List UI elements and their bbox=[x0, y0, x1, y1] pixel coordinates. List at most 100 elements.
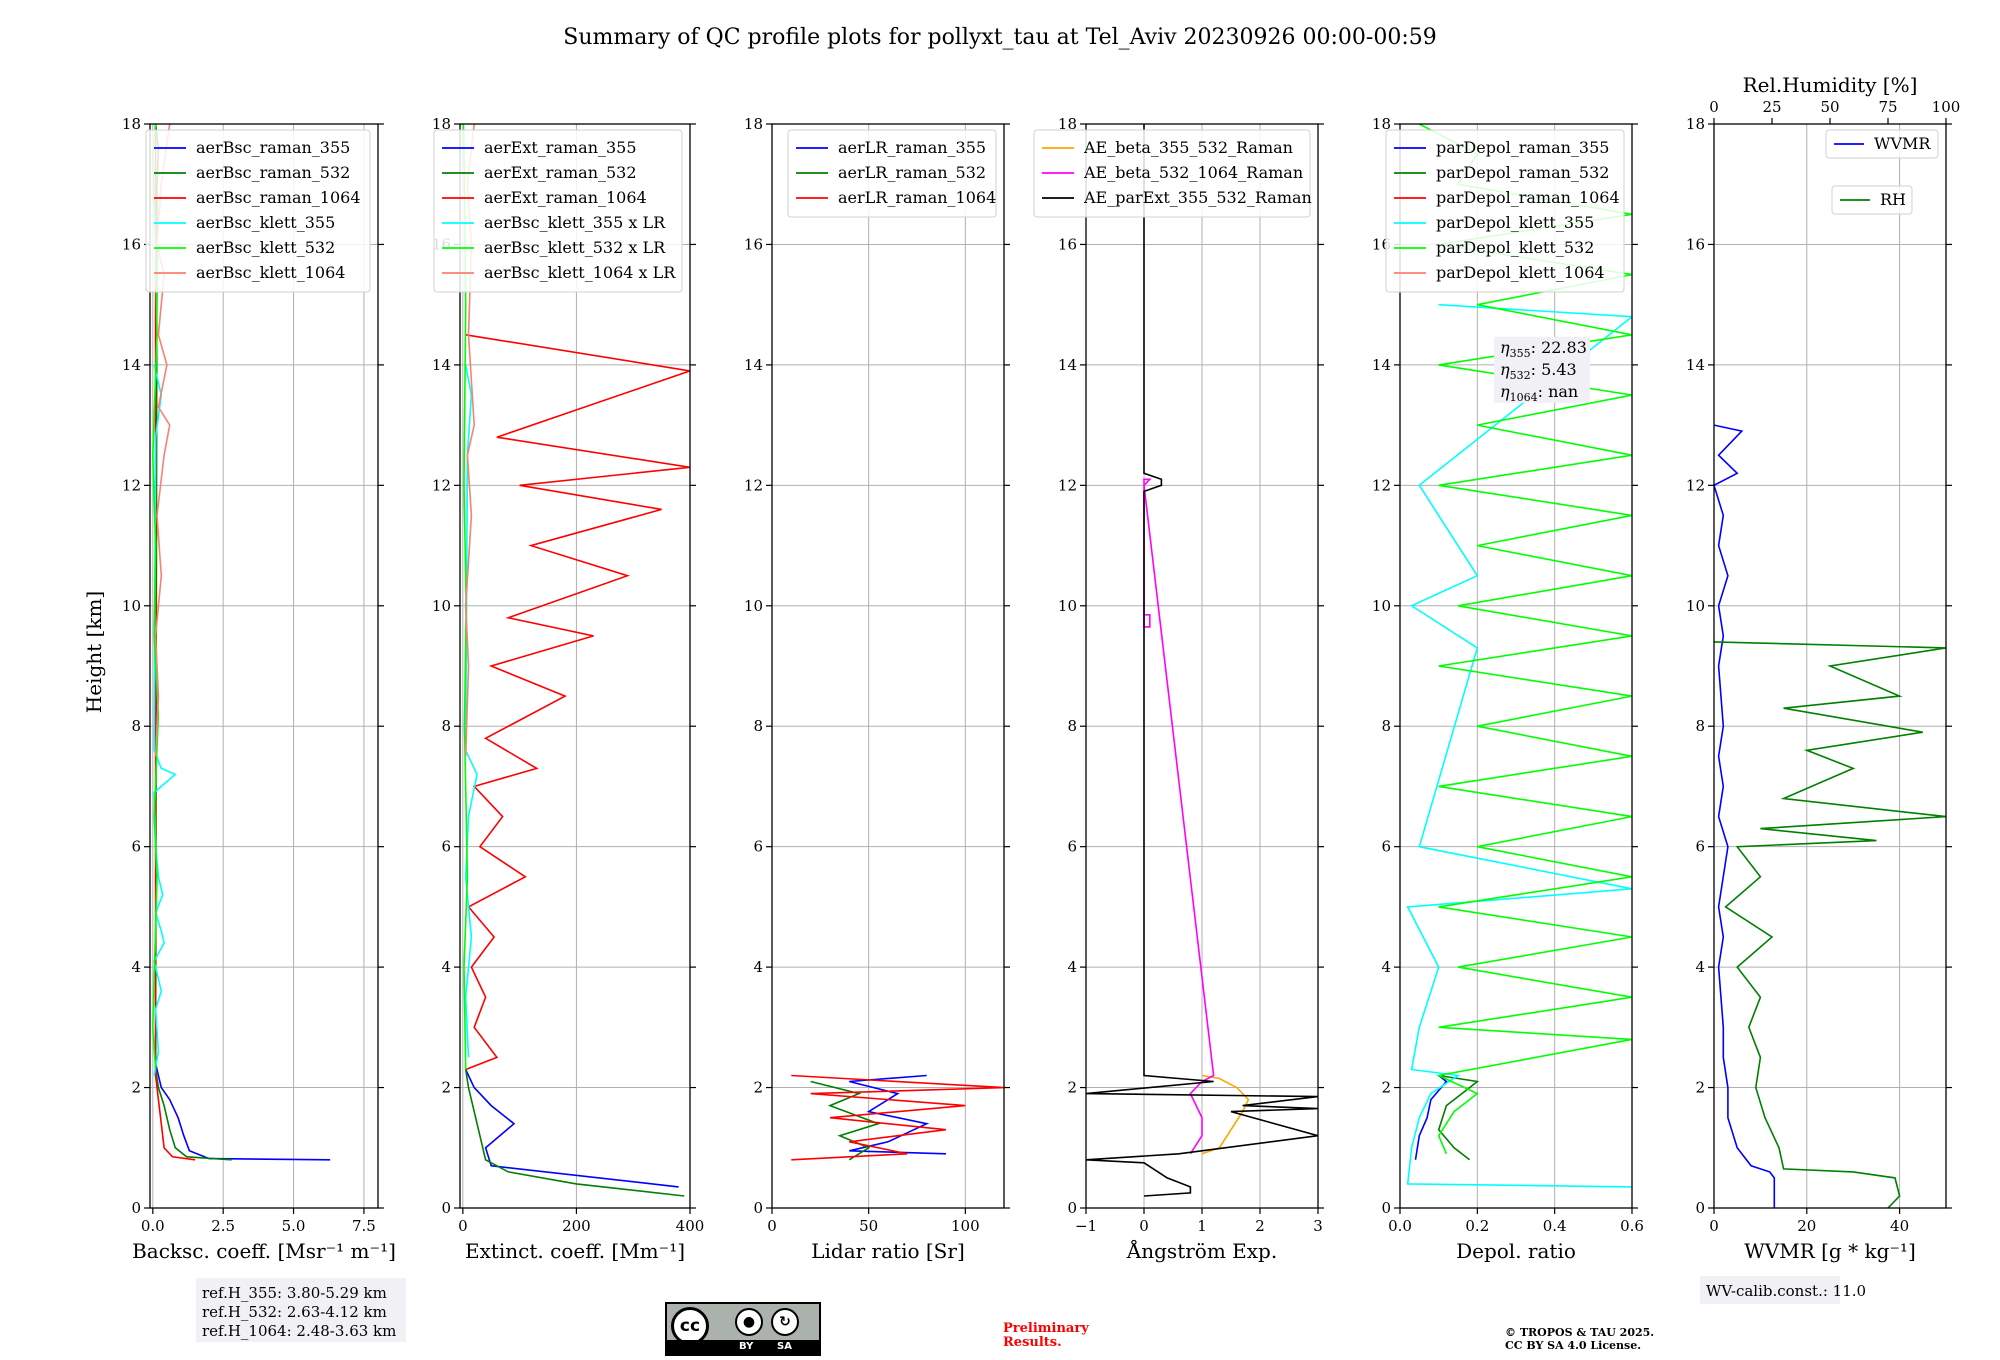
y-tick-label: 12 bbox=[432, 476, 451, 494]
legend-label: aerBsc_klett_532 bbox=[196, 238, 335, 257]
legend-label: AE_beta_532_1064_Raman bbox=[1083, 163, 1303, 182]
y-tick-label: 8 bbox=[1067, 717, 1077, 735]
y-tick-label: 6 bbox=[1067, 838, 1077, 856]
legend-label: parDepol_klett_532 bbox=[1436, 238, 1594, 257]
y-tick-label: 8 bbox=[1695, 717, 1705, 735]
y-tick-label: 18 bbox=[1686, 115, 1705, 133]
figure-title: Summary of QC profile plots for pollyxt_… bbox=[563, 25, 1436, 50]
legend-label: aerBsc_raman_355 bbox=[196, 138, 350, 157]
legend-label: parDepol_raman_532 bbox=[1436, 163, 1609, 182]
series-aerExt_raman_532 bbox=[464, 1069, 685, 1197]
x-axis-label: Extinct. coeff. [Mm⁻¹] bbox=[465, 1239, 685, 1263]
series-parDepol_klett_355 bbox=[1406, 303, 1632, 1188]
series-group bbox=[1714, 424, 1946, 1208]
legend-label: AE_parExt_355_532_Raman bbox=[1083, 188, 1312, 207]
y-tick-label: 12 bbox=[1686, 476, 1705, 494]
y-tick-label: 4 bbox=[1381, 958, 1391, 976]
y-tick-label: 2 bbox=[441, 1079, 451, 1097]
legend-label: aerLR_raman_532 bbox=[838, 163, 986, 182]
sa-icon: ↻ bbox=[771, 1308, 799, 1336]
cc-license-badge[interactable]: cc ● ↻ BY SA bbox=[665, 1302, 821, 1356]
y-tick-label: 0 bbox=[441, 1199, 451, 1217]
series-aerExt_raman_1064 bbox=[465, 334, 690, 1071]
y-tick-label: 14 bbox=[122, 356, 141, 374]
eta-label: η1064: nan bbox=[1500, 382, 1578, 404]
legend-label: aerBsc_klett_1064 bbox=[196, 263, 345, 282]
legend-label: aerLR_raman_355 bbox=[838, 138, 986, 157]
y-tick-label: 18 bbox=[122, 115, 141, 133]
series-parDepol_raman_355 bbox=[1414, 1074, 1448, 1160]
y-tick-label: 14 bbox=[744, 356, 763, 374]
x-tick-label: 0.2 bbox=[1465, 1217, 1489, 1235]
eta-label: η532: 5.43 bbox=[1500, 360, 1577, 382]
legend-box bbox=[787, 129, 997, 218]
y-tick-label: 2 bbox=[1067, 1079, 1077, 1097]
x-tick-label: 100 bbox=[951, 1217, 980, 1235]
series-group bbox=[1406, 124, 1632, 1188]
series-aerLR_raman_355 bbox=[849, 1074, 947, 1155]
ref-height-1064: ref.H_1064: 2.48-3.63 km bbox=[202, 1322, 396, 1340]
x-axis-label: Depol. ratio bbox=[1456, 1239, 1576, 1263]
legend-box bbox=[1825, 129, 1939, 159]
x-tick-label: 40 bbox=[1890, 1217, 1909, 1235]
y-tick-label: 16 bbox=[122, 235, 141, 253]
sa-label: SA bbox=[777, 1341, 792, 1352]
x-tick-label: 1 bbox=[1197, 1217, 1207, 1235]
x-axis-label: Lidar ratio [Sr] bbox=[811, 1239, 965, 1263]
legend-label: WVMR bbox=[1874, 134, 1931, 153]
y-tick-label: 12 bbox=[1372, 476, 1391, 494]
legend-label: parDepol_klett_355 bbox=[1436, 213, 1594, 232]
y-tick-label: 16 bbox=[744, 235, 763, 253]
x-tick-label: 200 bbox=[562, 1217, 591, 1235]
x-tick-label: 0.0 bbox=[1388, 1217, 1412, 1235]
y-tick-label: 14 bbox=[1372, 356, 1391, 374]
y-axis-label: Height [km] bbox=[82, 591, 106, 713]
series-group bbox=[1086, 124, 1318, 1197]
x-tick-label: 0 bbox=[1709, 1217, 1719, 1235]
y-tick-label: 8 bbox=[1381, 717, 1391, 735]
ref-height-532: ref.H_532: 2.63-4.12 km bbox=[202, 1303, 387, 1321]
by-icon: ● bbox=[735, 1308, 763, 1336]
copyright-line-1: © TROPOS & TAU 2025. bbox=[1505, 1326, 1654, 1339]
license-bar bbox=[667, 1340, 819, 1354]
y-tick-label: 14 bbox=[432, 356, 451, 374]
y-tick-label: 0 bbox=[1067, 1199, 1077, 1217]
y-tick-label: 10 bbox=[744, 597, 763, 615]
y-tick-label: 10 bbox=[1372, 597, 1391, 615]
legend-label: aerExt_raman_1064 bbox=[484, 188, 647, 207]
axes-frame bbox=[149, 123, 379, 1209]
x2-tick-label: 50 bbox=[1820, 98, 1839, 116]
x-tick-label: 0 bbox=[767, 1217, 777, 1235]
ref-heights-box bbox=[196, 1278, 406, 1342]
y-tick-label: 4 bbox=[753, 958, 763, 976]
x-tick-label: −1 bbox=[1075, 1217, 1097, 1235]
wv-calib-label: WV-calib.const.: 11.0 bbox=[1706, 1282, 1866, 1300]
series-aerBsc_klett_355 x LR bbox=[464, 364, 478, 1058]
y-tick-label: 2 bbox=[1381, 1079, 1391, 1097]
y-tick-label: 12 bbox=[122, 476, 141, 494]
panel-bsc: 0 2 4 6 8 10 12 14 16 18 0.0 2.5 5.0 7.5 Backsc. coeff… bbox=[122, 115, 396, 1263]
x-tick-label: 0.0 bbox=[141, 1217, 165, 1235]
y-tick-label: 6 bbox=[1381, 838, 1391, 856]
legend-label: aerBsc_klett_1064 x LR bbox=[484, 263, 676, 282]
y-tick-label: 18 bbox=[1058, 115, 1077, 133]
legend-label: parDepol_raman_355 bbox=[1436, 138, 1609, 157]
axes-frame bbox=[771, 123, 1005, 1209]
y-tick-label: 12 bbox=[1058, 476, 1077, 494]
y-tick-label: 10 bbox=[432, 597, 451, 615]
legend-box bbox=[1033, 129, 1311, 218]
x-tick-label: 50 bbox=[859, 1217, 878, 1235]
series-group bbox=[791, 1074, 1004, 1161]
y-tick-label: 0 bbox=[1695, 1199, 1705, 1217]
legend-box bbox=[1831, 185, 1913, 215]
cc-icon: cc bbox=[671, 1307, 709, 1345]
x2-axis-label: Rel.Humidity [%] bbox=[1743, 73, 1918, 97]
x-tick-label: 2 bbox=[1255, 1217, 1265, 1235]
y-tick-label: 4 bbox=[1695, 958, 1705, 976]
y-tick-label: 16 bbox=[1058, 235, 1077, 253]
by-label: BY bbox=[739, 1341, 754, 1352]
y-tick-label: 4 bbox=[131, 958, 141, 976]
series-parDepol_raman_532 bbox=[1437, 1074, 1480, 1161]
